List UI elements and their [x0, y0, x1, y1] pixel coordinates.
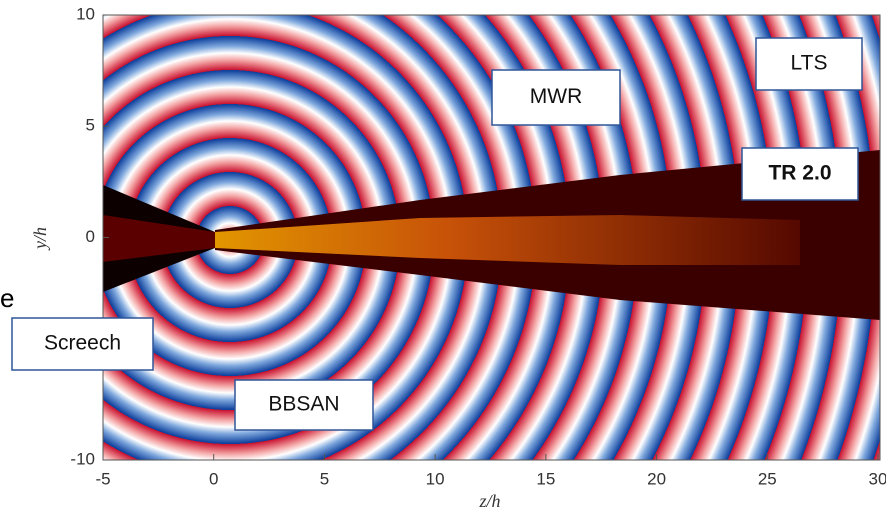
nozzle-flow [103, 215, 215, 262]
y-tick-label: -10 [70, 449, 95, 468]
x-tick-label: 5 [320, 469, 329, 488]
y-tick-label: 5 [86, 116, 95, 135]
annotation-box [11, 317, 154, 371]
x-tick-label: 20 [647, 469, 666, 488]
annotation-label: TR 2.0 [768, 162, 831, 185]
jet-core [215, 215, 800, 265]
annotation-label: MWR [530, 85, 582, 108]
x-tick-label: -5 [95, 469, 110, 488]
annotation-box [491, 69, 621, 126]
x-tick-label: 25 [758, 469, 777, 488]
x-tick-label: 15 [536, 469, 555, 488]
stray-text: e [0, 283, 14, 313]
annotation-label: BBSAN [268, 393, 339, 416]
y-axis-label: y/h [30, 227, 50, 251]
y-tick-label: 0 [86, 227, 95, 246]
x-tick-label: 30 [869, 469, 886, 488]
y-tick-label: 10 [76, 4, 95, 23]
annotation-box [755, 37, 863, 91]
annotation-box [741, 147, 859, 201]
annotation-label: LTS [791, 52, 828, 75]
annotation-box [234, 379, 374, 431]
x-axis-label: z/h [478, 491, 500, 511]
x-tick-label: 10 [426, 469, 445, 488]
annotation-label: Screech [44, 332, 121, 355]
x-tick-label: 0 [209, 469, 218, 488]
